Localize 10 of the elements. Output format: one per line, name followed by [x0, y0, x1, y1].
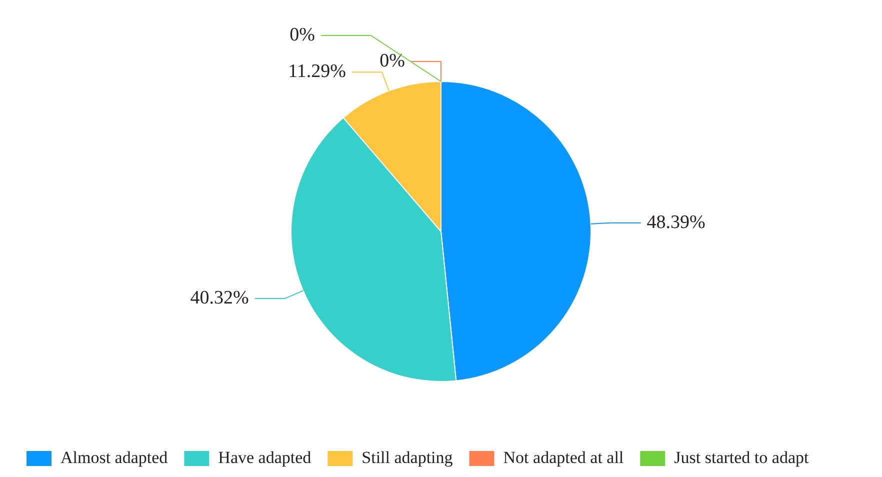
data-label: 48.39% [646, 212, 706, 233]
legend-label: Not adapted at all [503, 448, 624, 467]
legend-label: Have adapted [218, 448, 312, 467]
text: 0% [380, 50, 405, 72]
legend-label: Just started to adapt [674, 448, 809, 467]
data-label: 40.32% [190, 288, 249, 309]
legend-label: Almost adapted [60, 448, 168, 467]
text: 0% [290, 24, 315, 46]
data-label: 11.29% [288, 61, 346, 82]
legend-label: Still adapting [362, 448, 454, 467]
